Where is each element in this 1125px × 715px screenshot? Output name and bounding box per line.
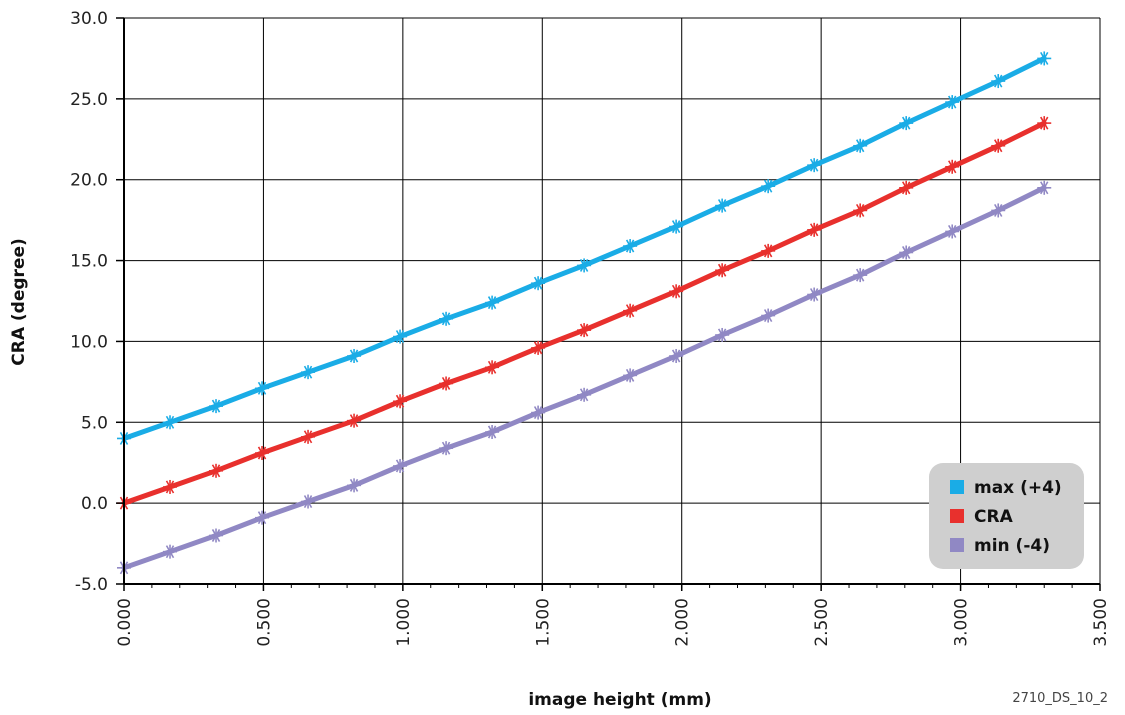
legend-swatch-cra xyxy=(950,509,964,523)
data-point xyxy=(991,74,1006,89)
x-tick-label: 1.000 xyxy=(394,598,414,647)
data-point xyxy=(807,158,822,173)
data-point xyxy=(255,381,270,396)
x-tick-label: 2.500 xyxy=(812,598,832,647)
data-point xyxy=(1037,51,1052,66)
data-point xyxy=(807,222,822,237)
data-point xyxy=(761,308,776,323)
data-point xyxy=(669,284,684,299)
data-point xyxy=(163,415,178,430)
data-point xyxy=(531,276,546,291)
legend-swatch-max xyxy=(950,480,964,494)
data-point xyxy=(531,340,546,355)
data-point xyxy=(991,138,1006,153)
data-point xyxy=(439,441,454,456)
legend-label-min: min (-4) xyxy=(974,536,1050,556)
y-tick-label: 25.0 xyxy=(70,90,108,110)
data-point xyxy=(669,219,684,234)
data-point xyxy=(163,479,178,494)
data-point xyxy=(209,528,224,543)
data-point xyxy=(393,329,408,344)
data-point xyxy=(347,413,362,428)
data-point xyxy=(761,243,776,258)
data-point xyxy=(209,463,224,478)
data-point xyxy=(209,399,224,414)
data-point xyxy=(255,510,270,525)
data-point xyxy=(301,494,316,509)
data-point xyxy=(715,198,730,213)
y-tick-label: 20.0 xyxy=(70,171,108,191)
data-point xyxy=(577,387,592,402)
series-layer xyxy=(117,51,1052,575)
legend-item-min: min (-4) xyxy=(950,536,1050,556)
data-point xyxy=(623,303,638,318)
figure-id-note: 2710_DS_10_2 xyxy=(1012,691,1108,706)
data-point xyxy=(853,138,868,153)
data-point xyxy=(945,224,960,239)
data-point xyxy=(347,478,362,493)
tick-labels: 0.000 0.500 1.000 1.500 2.000 2.500 3.000 3.500… xyxy=(70,9,1111,647)
legend-label-cra: CRA xyxy=(974,507,1014,527)
y-tick-label: 0.0 xyxy=(81,494,108,514)
legend-swatch-min xyxy=(950,538,964,552)
data-point xyxy=(1037,180,1052,195)
x-tick-label: 3.500 xyxy=(1091,598,1111,647)
data-point xyxy=(577,258,592,273)
x-tick-label: 2.000 xyxy=(673,598,693,647)
legend-item-cra: CRA xyxy=(950,507,1014,527)
data-point xyxy=(163,544,178,559)
data-point xyxy=(439,376,454,391)
legend-item-max: max (+4) xyxy=(950,478,1062,498)
data-point xyxy=(715,327,730,342)
y-tick-label: -5.0 xyxy=(75,575,108,595)
data-point xyxy=(301,365,316,380)
data-point xyxy=(485,360,500,375)
data-point xyxy=(991,203,1006,218)
x-tick-label: 0.000 xyxy=(115,598,135,647)
data-point xyxy=(485,295,500,310)
data-point xyxy=(623,368,638,383)
data-point xyxy=(945,159,960,174)
data-point xyxy=(255,446,270,461)
data-point xyxy=(853,268,868,283)
data-point xyxy=(393,458,408,473)
y-tick-label: 15.0 xyxy=(70,252,108,272)
legend-box xyxy=(929,463,1084,569)
x-tick-label: 0.500 xyxy=(254,598,274,647)
y-tick-label: 5.0 xyxy=(81,413,108,433)
data-point xyxy=(761,179,776,194)
legend: max (+4) CRA min (-4) xyxy=(929,463,1084,569)
data-point xyxy=(669,348,684,363)
data-point xyxy=(393,394,408,409)
y-axis-label: CRA (degree) xyxy=(9,238,29,366)
data-point xyxy=(531,405,546,420)
data-point xyxy=(301,429,316,444)
data-point xyxy=(945,95,960,110)
data-point xyxy=(715,263,730,278)
x-tick-label: 3.000 xyxy=(952,598,972,647)
data-point xyxy=(347,348,362,363)
axes xyxy=(116,17,1101,591)
x-axis-label: image height (mm) xyxy=(528,690,711,710)
data-point xyxy=(899,180,914,195)
data-point xyxy=(899,245,914,260)
data-point xyxy=(623,239,638,254)
y-tick-label: 10.0 xyxy=(70,332,108,352)
data-point xyxy=(577,323,592,338)
data-point xyxy=(899,116,914,131)
data-point xyxy=(853,203,868,218)
x-tick-label: 1.500 xyxy=(533,598,553,647)
data-point xyxy=(1037,116,1052,131)
y-tick-label: 30.0 xyxy=(70,9,108,29)
data-point xyxy=(439,311,454,326)
data-point xyxy=(485,424,500,439)
data-point xyxy=(807,287,822,302)
legend-label-max: max (+4) xyxy=(974,478,1062,498)
